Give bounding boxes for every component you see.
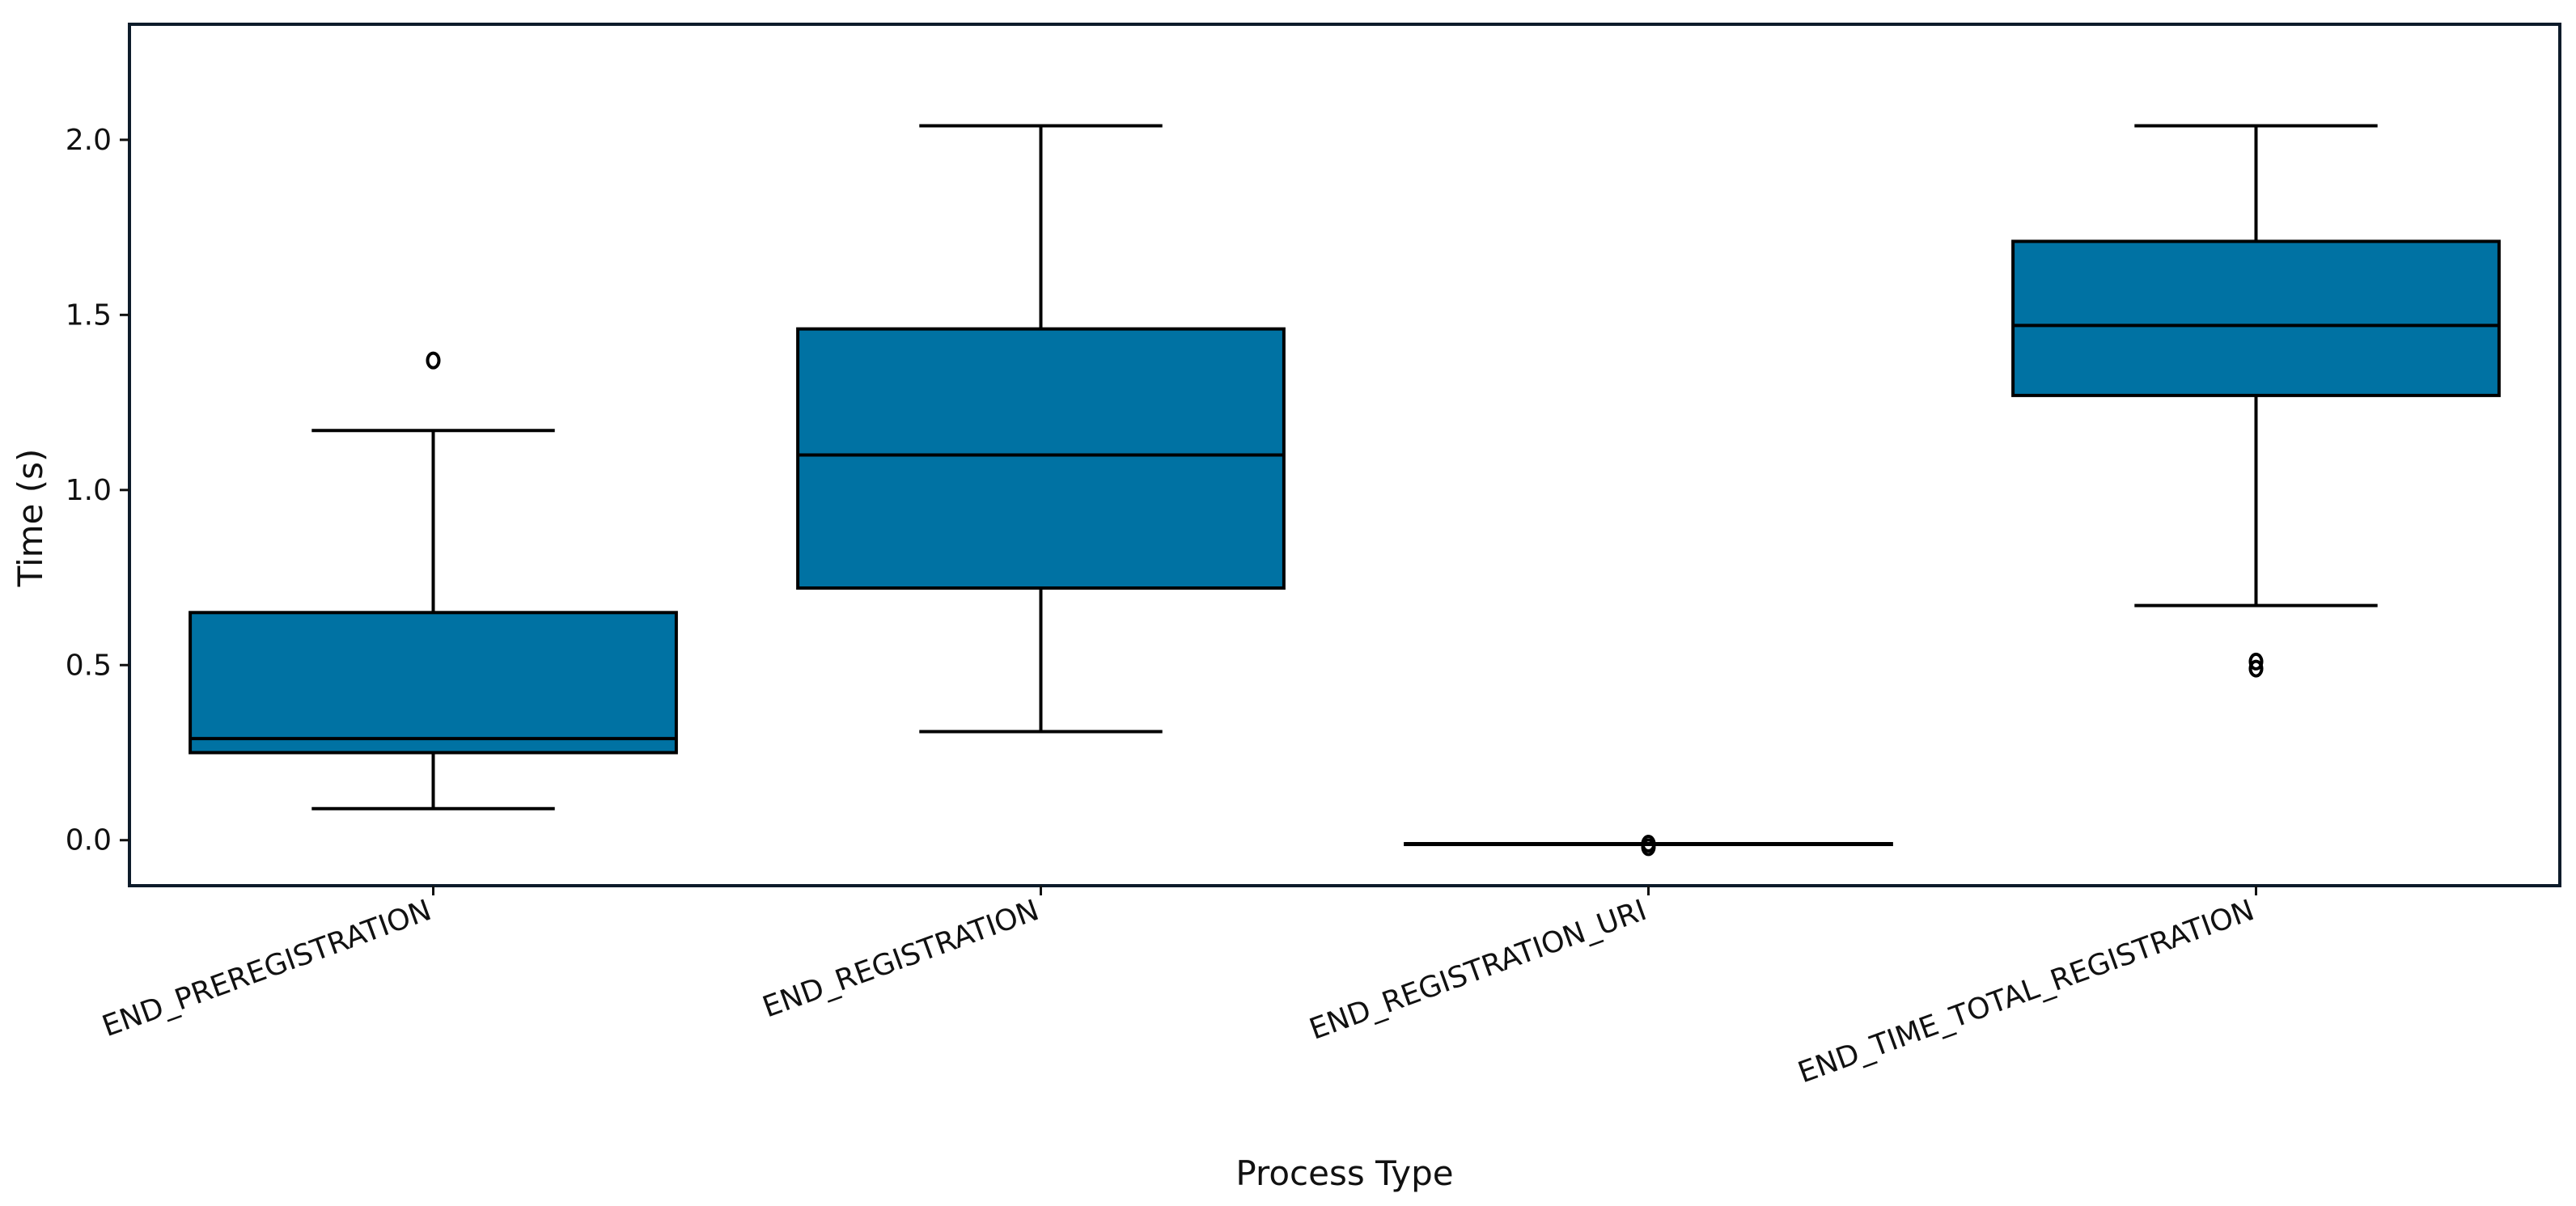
plot-area-frame bbox=[128, 23, 2561, 887]
x-tick-label: END_REGISTRATION_URI bbox=[1305, 894, 1650, 1047]
x-tick-label: END_TIME_TOTAL_REGISTRATION bbox=[1794, 894, 2258, 1090]
box-iqr bbox=[796, 327, 1286, 590]
x-tick-label: END_REGISTRATION bbox=[758, 894, 1043, 1025]
outlier-point bbox=[1641, 838, 1656, 857]
x-tick-label: END_PREREGISTRATION bbox=[98, 894, 435, 1043]
y-axis-title: Time (s) bbox=[11, 449, 50, 588]
chart-marks bbox=[189, 124, 2501, 857]
x-axis-ticks: END_PREREGISTRATION END_REGISTRATION END_R… bbox=[98, 886, 2259, 1090]
y-tick-label: 2.0 bbox=[66, 124, 112, 157]
outlier-point bbox=[2248, 659, 2264, 678]
box-iqr bbox=[2011, 239, 2501, 397]
outlier-point bbox=[2248, 652, 2264, 671]
y-tick-label: 0.0 bbox=[66, 824, 112, 857]
y-axis-ticks: 0.0 0.5 1.0 1.5 2.0 bbox=[66, 124, 129, 857]
box-iqr bbox=[189, 611, 678, 755]
y-tick-label: 0.5 bbox=[66, 649, 112, 682]
y-tick-label: 1.0 bbox=[66, 474, 112, 507]
outlier-point bbox=[426, 351, 441, 370]
y-tick-label: 1.5 bbox=[66, 298, 112, 332]
x-axis-title: Process Type bbox=[1235, 1153, 1453, 1193]
